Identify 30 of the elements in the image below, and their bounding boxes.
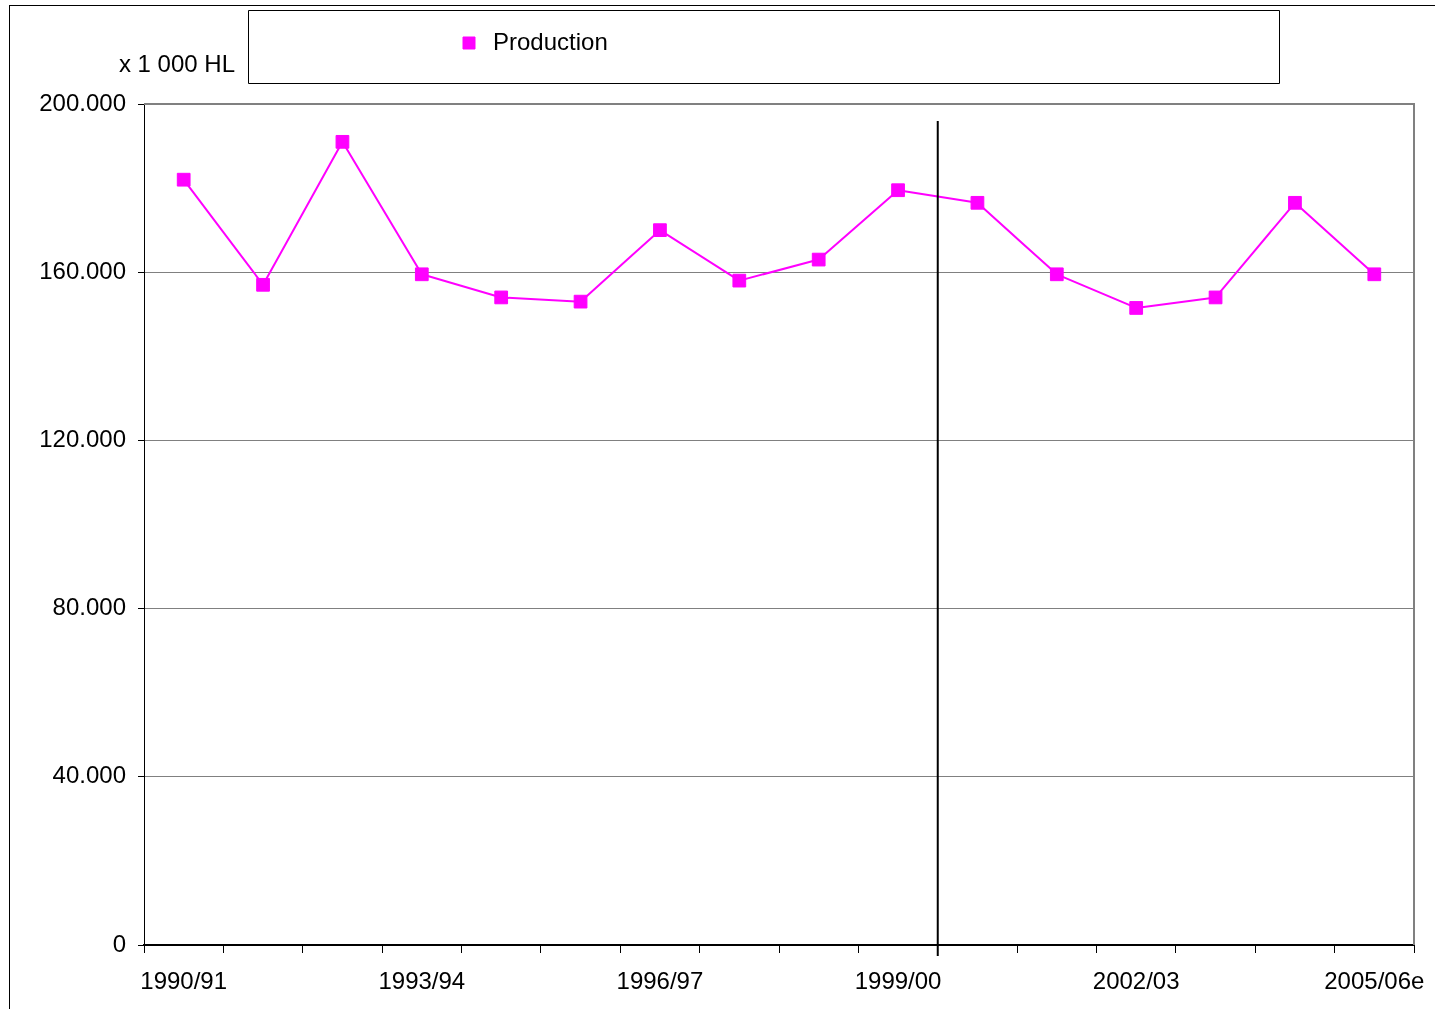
point — [256, 277, 270, 292]
point — [732, 273, 747, 288]
x-tick-label: 1996/97 — [616, 967, 704, 995]
y-tick-label: 160.000 — [39, 256, 126, 284]
x-tick-label: 1993/94 — [378, 967, 466, 995]
point — [1367, 267, 1382, 282]
x-tick-label: 2002/03 — [1092, 967, 1180, 995]
point — [414, 267, 429, 282]
x-tick-label: 1999/00 — [854, 967, 942, 995]
point — [176, 172, 191, 187]
legend-label: Production — [493, 27, 608, 55]
point — [811, 252, 826, 267]
y-tick-label: 200.000 — [39, 88, 126, 116]
y-tick-label: 40.000 — [52, 761, 126, 789]
y-tick-label: 0 — [112, 929, 126, 957]
point — [573, 294, 588, 309]
point — [891, 183, 905, 198]
point — [653, 223, 667, 238]
x-tick-label: 2005/06e — [1324, 967, 1425, 995]
point — [1208, 290, 1223, 305]
point — [1049, 267, 1064, 282]
point — [970, 195, 985, 210]
point — [335, 134, 350, 149]
y-axis-title: x 1 000 HL — [118, 49, 235, 77]
x-tick-label: 1990/91 — [140, 967, 228, 995]
point — [494, 290, 509, 305]
y-tick-label: 120.000 — [39, 425, 126, 453]
point — [1288, 195, 1302, 210]
point — [1129, 301, 1144, 315]
y-tick-label: 80.000 — [52, 593, 126, 621]
